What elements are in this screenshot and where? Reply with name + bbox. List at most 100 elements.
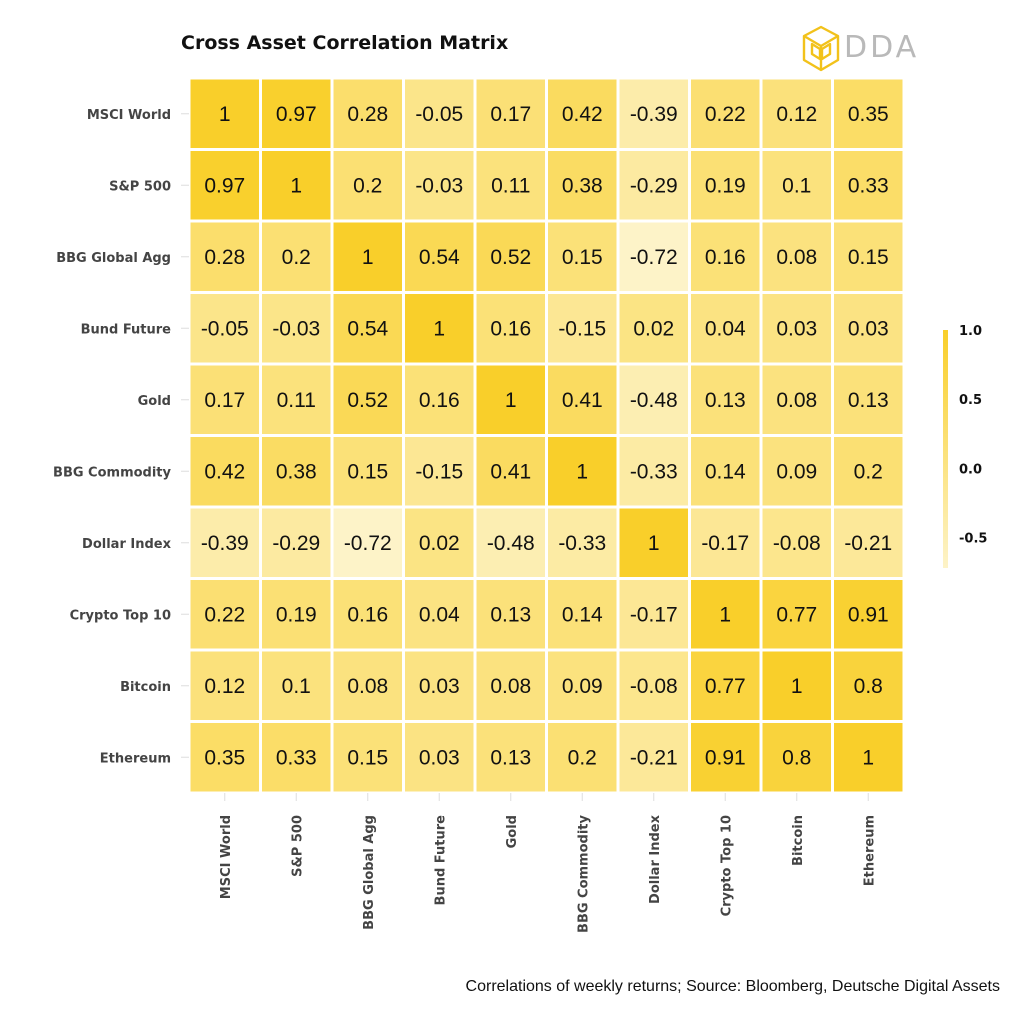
heatmap-cell	[619, 222, 688, 291]
cell-value-label: 0.22	[204, 603, 245, 626]
cell-value-label: 0.15	[347, 746, 388, 769]
cell-value-label: 0.16	[490, 317, 531, 340]
cell-value-label: 0.97	[276, 103, 317, 126]
heatmap-cell	[476, 580, 545, 649]
cell-value-label: 1	[505, 389, 517, 412]
dda-logo: DDA	[800, 24, 930, 74]
heatmap-cell	[834, 365, 903, 434]
heatmap-cell	[691, 437, 760, 506]
cell-value-label: 0.03	[776, 317, 817, 340]
heatmap-cell	[405, 508, 474, 577]
cell-value-label: 0.08	[490, 675, 531, 698]
cell-value-label: 0.08	[776, 246, 817, 269]
heatmap-cell	[405, 222, 474, 291]
cell-value-label: 0.12	[204, 675, 245, 698]
heatmap-cell	[834, 651, 903, 720]
heatmap-cell	[190, 723, 259, 792]
cell-value-label: 0.8	[782, 746, 811, 769]
heatmap-cell	[262, 723, 331, 792]
cell-value-label: 1	[648, 532, 660, 555]
heatmap-cell	[548, 365, 617, 434]
y-tick-label: BBG Global Agg	[56, 251, 171, 266]
heatmap-cell	[691, 651, 760, 720]
cell-value-label: 0.02	[633, 317, 674, 340]
cell-value-label: 1	[576, 460, 588, 483]
cell-value-label: -0.48	[630, 389, 678, 412]
heatmap-cell	[262, 651, 331, 720]
cell-value-label: 0.12	[776, 103, 817, 126]
cell-value-label: 0.09	[776, 460, 817, 483]
heatmap-cell	[262, 437, 331, 506]
heatmap-cell	[548, 580, 617, 649]
color-legend: 1.0 0.5 0.0 -0.5	[943, 324, 987, 568]
heatmap-cell	[262, 580, 331, 649]
cell-value-label: 0.22	[705, 103, 746, 126]
heatmap-cell	[190, 222, 259, 291]
cell-value-label: -0.17	[701, 532, 749, 555]
heatmap-cell	[691, 580, 760, 649]
heatmap-cell	[476, 294, 545, 363]
cell-value-label: -0.48	[487, 532, 535, 555]
heatmap-cell	[762, 580, 831, 649]
cell-value-label: -0.08	[630, 675, 678, 698]
heatmap-cell	[405, 651, 474, 720]
cell-value-label: 0.33	[848, 174, 889, 197]
heatmap-cell	[619, 723, 688, 792]
heatmap-cell	[333, 437, 402, 506]
heatmap-cell	[405, 151, 474, 220]
cell-value-label: 0.15	[562, 246, 603, 269]
heatmap-cell	[405, 365, 474, 434]
heatmap-cell	[190, 651, 259, 720]
cell-value-label: 1	[862, 746, 874, 769]
cell-value-label: 0.2	[282, 246, 311, 269]
heatmap-cell	[691, 723, 760, 792]
cell-value-label: 0.13	[490, 603, 531, 626]
grid-ticks	[181, 113, 869, 801]
cell-value-label: -0.03	[415, 174, 463, 197]
cell-value-label: 0.1	[282, 675, 311, 698]
heatmap-cell	[333, 580, 402, 649]
cell-value-label: 0.08	[347, 675, 388, 698]
cell-value-label: 0.16	[705, 246, 746, 269]
cell-value-label: 0.77	[705, 675, 746, 698]
heatmap-cell	[405, 723, 474, 792]
heatmap-cell	[619, 79, 688, 148]
cell-value-label: 1	[719, 603, 731, 626]
chart-title: Cross Asset Correlation Matrix	[181, 32, 509, 54]
heatmap-cell	[619, 365, 688, 434]
cell-value-label: 0.42	[204, 460, 245, 483]
heatmap-cell	[262, 79, 331, 148]
cell-value-label: 0.11	[277, 389, 316, 412]
y-tick-label: MSCI World	[87, 108, 171, 123]
heatmap-cell	[762, 294, 831, 363]
cell-value-label: 0.1	[782, 174, 811, 197]
y-tick-label: Gold	[138, 394, 171, 409]
cell-value-label: 0.03	[419, 675, 460, 698]
cell-value-label: 0.91	[705, 746, 746, 769]
cell-value-label: 0.8	[854, 675, 883, 698]
cell-value-label: 1	[219, 103, 231, 126]
heatmap-cell	[548, 151, 617, 220]
cell-value-label: -0.39	[630, 103, 678, 126]
cell-value-label: -0.39	[201, 532, 249, 555]
heatmap-cells: 1 0.97 0.28 -0.05 0.17 0.42 -0.39 0.22 0.12 0.35 0…	[190, 79, 903, 792]
heatmap-cell	[333, 294, 402, 363]
cell-value-label: 0.13	[705, 389, 746, 412]
x-tick-label: Bitcoin	[791, 815, 806, 866]
heatmap-cell	[691, 222, 760, 291]
cell-value-label: -0.15	[415, 460, 463, 483]
heatmap-cell	[476, 437, 545, 506]
heatmap-cell	[691, 508, 760, 577]
cell-value-label: 1	[290, 174, 302, 197]
heatmap-cell	[476, 151, 545, 220]
cell-value-label: 0.08	[776, 389, 817, 412]
cell-value-label: -0.05	[415, 103, 463, 126]
cell-value-label: 0.52	[490, 246, 531, 269]
cell-value-label: -0.08	[773, 532, 821, 555]
cell-value-label: 1	[791, 675, 803, 698]
heatmap-cell	[762, 508, 831, 577]
cell-value-label: 0.2	[568, 746, 597, 769]
x-tick-label: S&P 500	[290, 815, 305, 877]
heatmap-cell	[190, 294, 259, 363]
cell-value-label: 0.04	[705, 317, 746, 340]
